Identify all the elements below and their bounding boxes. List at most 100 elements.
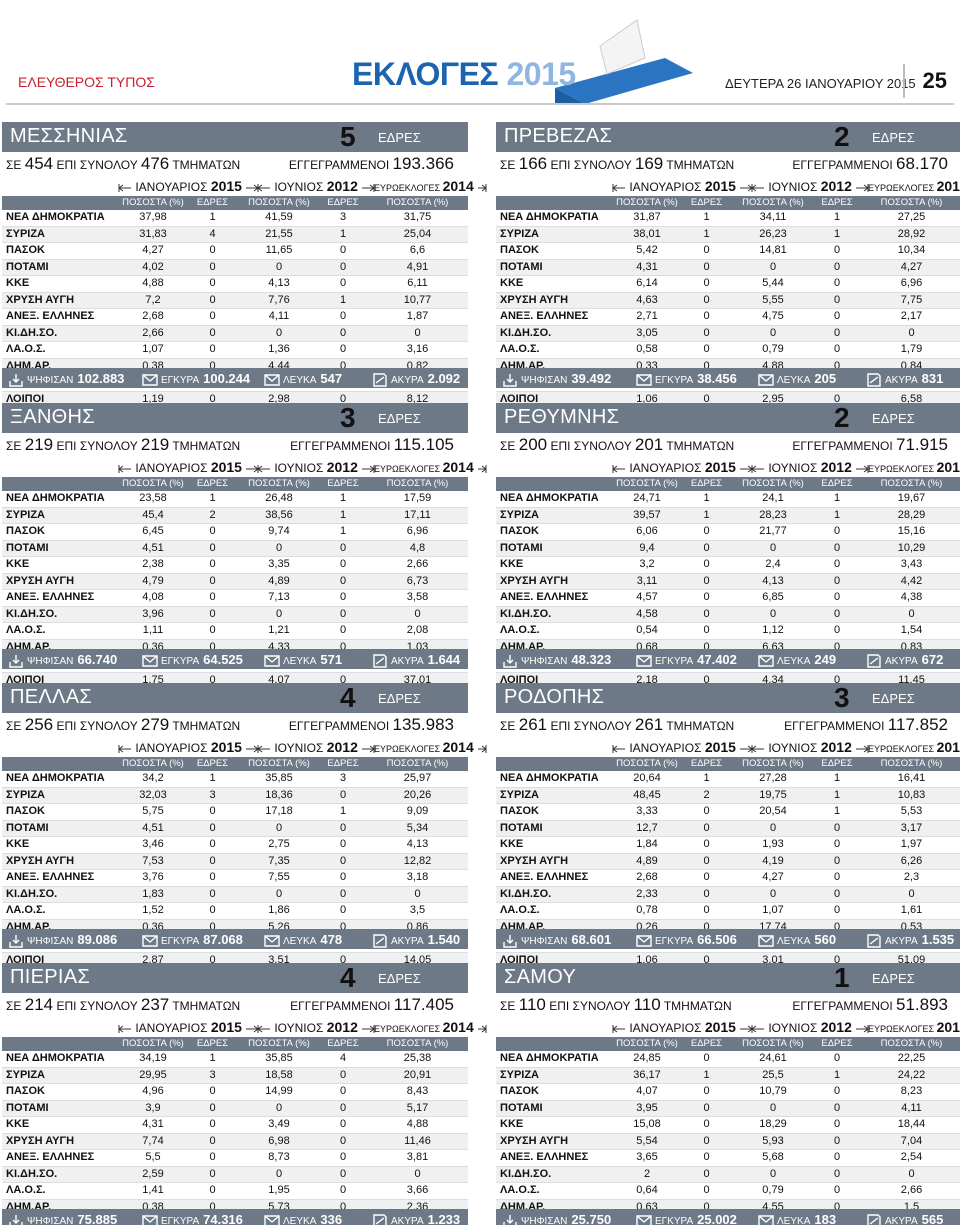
result-cell: 0 bbox=[186, 1133, 239, 1150]
result-cell: 4,89 bbox=[239, 573, 319, 590]
blank-total: ΛΕΥΚΑ 571 bbox=[264, 652, 342, 668]
table-row: ΚΙ.ΔΗ.ΣΟ. 3,96 0 0 0 0 bbox=[2, 606, 468, 623]
result-cell: 15,16 bbox=[861, 523, 960, 541]
result-cell: 20,91 bbox=[367, 1067, 468, 1084]
result-cell: 27,28 bbox=[733, 771, 813, 788]
column-header: ΠΟΣΟΣΤΑ (%) bbox=[367, 477, 468, 491]
table-header-row: ΠΟΣΟΣΤΑ (%) ΕΔΡΕΣ ΠΟΣΟΣΤΑ (%) ΕΔΡΕΣ ΠΟΣΟΣΤΑ … bbox=[496, 196, 960, 210]
seats-label: ΕΔΡΕΣ bbox=[378, 130, 421, 145]
table-row: ΑΝΕΞ. ΕΛΛΗΝΕΣ 4,08 0 7,13 0 3,58 bbox=[2, 589, 468, 607]
year-euro-2014: ΕΥΡΩΕΚΛΟΓΕΣ 2014 bbox=[374, 739, 487, 755]
result-cell: 0 bbox=[813, 622, 861, 640]
result-cell: 4 bbox=[319, 1051, 367, 1068]
result-cell: 17,59 bbox=[367, 491, 468, 508]
invalid-total: ΑΚΥΡΑ 565 bbox=[866, 1212, 943, 1225]
blank-total: ΛΕΥΚΑ 547 bbox=[264, 371, 342, 387]
table-row: ΚΚΕ 15,08 0 18,29 0 18,44 bbox=[496, 1116, 960, 1134]
column-header: ΠΟΣΟΣΤΑ (%) bbox=[120, 477, 186, 491]
result-cell: 0 bbox=[186, 1149, 239, 1167]
result-cell: 4,42 bbox=[861, 573, 960, 590]
year-value: 2015 bbox=[704, 459, 736, 475]
table-row: ΧΡΥΣΗ ΑΥΓΗ 7,2 0 7,76 1 10,77 bbox=[2, 292, 468, 309]
result-cell: 28,23 bbox=[733, 507, 813, 524]
voted-total-value: 48.323 bbox=[571, 652, 612, 667]
party-name: ΠΑΣΟΚ bbox=[2, 242, 120, 260]
stations-counted: 214 bbox=[24, 995, 54, 1014]
table-row: ΝΕΑ ΔΗΜΟΚΡΑΤΙΑ 37,98 1 41,59 3 31,75 bbox=[2, 210, 468, 227]
result-cell: 0 bbox=[239, 606, 319, 623]
election-years-row: ΙΑΝΟΥΑΡΙΟΣ 2015 ΙΟΥΝΙΟΣ 2012 ΕΥΡΩΕΚΛΟΓΕΣ… bbox=[2, 459, 487, 477]
valid-total-value: 64.525 bbox=[203, 652, 243, 667]
result-cell: 10,79 bbox=[733, 1083, 813, 1101]
party-name: ΠΑΣΟΚ bbox=[2, 523, 120, 541]
table-row: ΣΥΡΙΖΑ 36,17 1 25,5 1 24,22 bbox=[496, 1067, 960, 1084]
ballot-drop-icon bbox=[503, 1215, 517, 1225]
stations-label: ΤΜΗΜΑΤΩΝ bbox=[663, 158, 735, 172]
out-of-label: ΕΠΙ ΣΥΝΟΛΟΥ bbox=[547, 158, 635, 172]
party-name: ΠΑΣΟΚ bbox=[2, 1083, 120, 1101]
invalid-total: ΑΚΥΡΑ 1.535 bbox=[866, 932, 954, 949]
result-cell: 0 bbox=[319, 1083, 367, 1101]
result-cell: 4,13 bbox=[239, 275, 319, 293]
result-cell: 0 bbox=[680, 523, 733, 541]
party-name: ΠΟΤΑΜΙ bbox=[496, 259, 614, 276]
party-name: ΧΡΥΣΗ ΑΥΓΗ bbox=[2, 853, 120, 870]
column-header: ΕΔΡΕΣ bbox=[813, 757, 861, 771]
table-row: ΑΝΕΞ. ΕΛΛΗΝΕΣ 5,5 0 8,73 0 3,81 bbox=[2, 1149, 468, 1167]
stations-total: 169 bbox=[634, 154, 664, 173]
arrow-right-icon bbox=[478, 464, 487, 473]
arrow-left-icon bbox=[612, 1024, 625, 1033]
result-cell: 5,53 bbox=[861, 803, 960, 821]
result-cell: 0 bbox=[680, 589, 733, 607]
result-cell: 1,93 bbox=[733, 836, 813, 854]
blank-total-value: 571 bbox=[320, 652, 343, 667]
valid-total-label: ΕΓΚΥΡΑ bbox=[161, 1216, 200, 1225]
result-cell: 0 bbox=[186, 902, 239, 920]
result-cell: 3,16 bbox=[367, 341, 468, 359]
result-cell: 0 bbox=[186, 836, 239, 854]
registered-label: ΕΓΓΕΓΡΑΜΜΕΝΟΙ bbox=[290, 999, 394, 1013]
seats-count: 4 bbox=[340, 962, 356, 993]
result-cell: 24,22 bbox=[861, 1067, 960, 1084]
table-row: ΠΑΣΟΚ 5,42 0 14,81 0 10,34 bbox=[496, 242, 960, 260]
result-cell: 6,14 bbox=[614, 275, 680, 293]
arrow-right-icon bbox=[362, 464, 375, 473]
table-row: ΚΚΕ 6,14 0 5,44 0 6,96 bbox=[496, 275, 960, 293]
year-value: 2012 bbox=[326, 459, 358, 475]
result-cell: 0 bbox=[239, 540, 319, 557]
result-cell: 3,81 bbox=[367, 1149, 468, 1167]
result-cell: 3 bbox=[319, 771, 367, 788]
result-cell: 0 bbox=[813, 259, 861, 276]
result-cell: 0 bbox=[186, 1182, 239, 1200]
result-cell: 34,11 bbox=[733, 210, 813, 227]
result-cell: 15,08 bbox=[614, 1116, 680, 1134]
result-cell: 0 bbox=[319, 341, 367, 359]
result-cell: 7,35 bbox=[239, 853, 319, 870]
registered-label: ΕΓΓΕΓΡΑΜΜΕΝΟΙ bbox=[288, 158, 393, 172]
envelope-blank-icon bbox=[758, 655, 774, 668]
column-header: ΠΟΣΟΣΤΑ (%) bbox=[733, 757, 813, 771]
arrow-left-icon bbox=[257, 1024, 270, 1033]
result-cell: 9,74 bbox=[239, 523, 319, 541]
valid-total-value: 87.068 bbox=[203, 932, 243, 947]
registered-label: ΕΓΓΕΓΡΑΜΜΕΝΟΙ bbox=[784, 719, 888, 733]
table-row: ΠΑΣΟΚ 6,45 0 9,74 1 6,96 bbox=[2, 523, 468, 541]
result-cell: 0 bbox=[186, 869, 239, 887]
result-cell: 4,27 bbox=[733, 869, 813, 887]
party-name: ΚΚΕ bbox=[2, 275, 120, 293]
result-cell: 0 bbox=[680, 869, 733, 887]
result-cell: 7,04 bbox=[861, 1133, 960, 1150]
counting-info: ΣΕ 200 ΕΠΙ ΣΥΝΟΛΟΥ 201 ΤΜΗΜΑΤΩΝ ΕΓΓΕΓΡΑΜΜ… bbox=[500, 435, 960, 457]
result-cell: 0 bbox=[239, 820, 319, 837]
year-label: ΙΑΝΟΥΑΡΙΟΣ bbox=[626, 1021, 705, 1035]
result-cell: 0 bbox=[319, 622, 367, 640]
seats-count: 2 bbox=[834, 121, 850, 152]
result-cell: 1,54 bbox=[861, 622, 960, 640]
result-cell: 41,59 bbox=[239, 210, 319, 227]
seats-count: 3 bbox=[340, 402, 356, 433]
result-cell: 4,27 bbox=[861, 259, 960, 276]
result-cell: 10,29 bbox=[861, 540, 960, 557]
result-cell: 0 bbox=[813, 589, 861, 607]
out-of-label: ΕΠΙ ΣΥΝΟΛΟΥ bbox=[547, 719, 635, 733]
table-row: ΚΚΕ 3,2 0 2,4 0 3,43 bbox=[496, 556, 960, 574]
